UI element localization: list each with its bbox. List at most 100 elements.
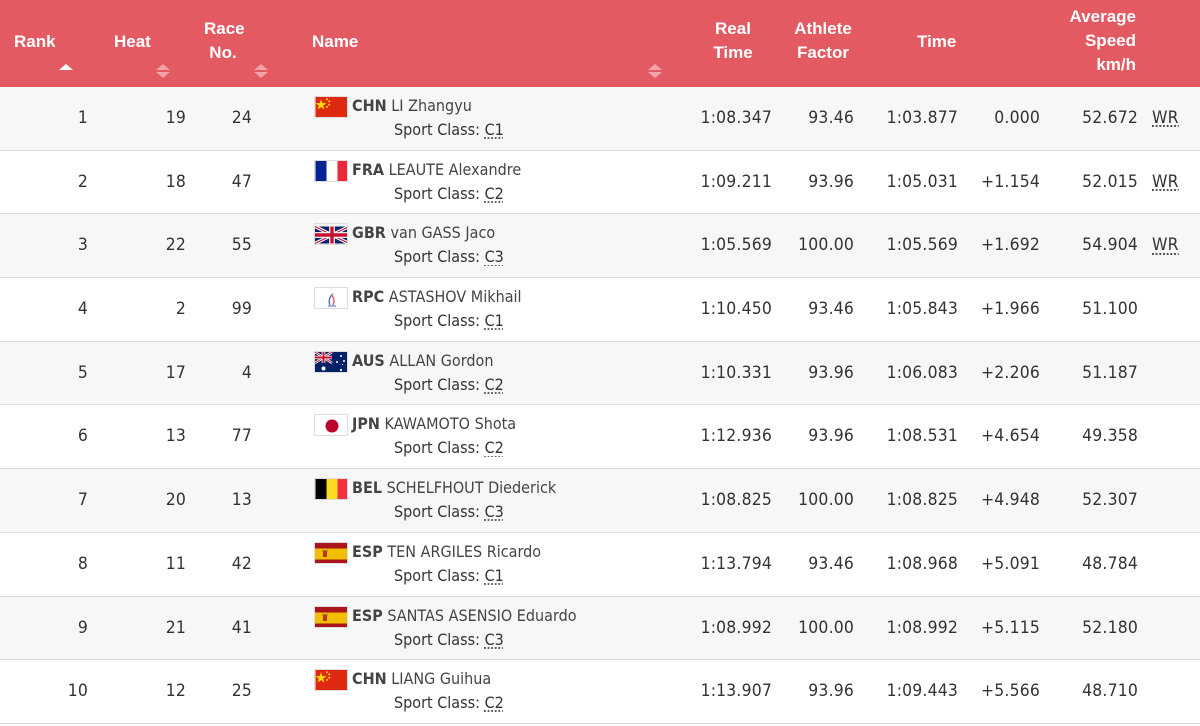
table-row[interactable]: 8 11 42 ESP TEN ARGILES Ricardo Sport Class:…	[0, 532, 1200, 597]
time-cell: 1:06.083	[886, 362, 958, 383]
athlete-factor-cell: 100.00	[798, 235, 854, 256]
heat-cell: 20	[165, 490, 186, 511]
sport-class-label: Sport Class:	[394, 502, 480, 522]
table-row[interactable]: 10 12 25 CHN LIANG Guihua Sport Class: C2 1:1…	[0, 660, 1200, 724]
heat-cell: 13	[165, 426, 186, 447]
table-row[interactable]: 3 22 55 GBR van GASS Jaco Sport Class: C3 1:0…	[0, 214, 1200, 279]
sport-class-value[interactable]: C3	[484, 502, 504, 522]
sport-class-value[interactable]: C1	[484, 120, 504, 139]
table-row[interactable]: 7 20 13 BEL SCHELFHOUT Diederick Sport Class…	[0, 469, 1200, 533]
real-time-cell: 1:08.992	[700, 617, 772, 638]
athlete-factor-cell: 100.00	[798, 617, 854, 638]
real-time-cell: 1:05.569	[700, 235, 772, 256]
col-time-header: Time	[917, 32, 957, 51]
col-heat-header[interactable]: Heat	[114, 32, 151, 51]
athlete-name[interactable]: LEAUTE Alexandre	[388, 159, 522, 179]
time-cell: 1:08.992	[886, 617, 958, 638]
heat-cell: 18	[165, 171, 186, 192]
sport-class-value[interactable]: C1	[484, 565, 504, 585]
sport-class-value[interactable]: C2	[484, 374, 504, 394]
noc-code: ESP	[352, 541, 383, 561]
real-time-cell: 1:13.794	[700, 553, 772, 574]
sport-class-value[interactable]: C3	[484, 629, 504, 649]
athlete-name[interactable]: KAWAMOTO Shota	[384, 414, 517, 434]
rank-cell: 8	[77, 553, 88, 574]
sort-race-no-icon[interactable]	[254, 64, 268, 78]
sport-class-value[interactable]: C2	[484, 693, 504, 713]
athlete-factor-cell: 93.46	[808, 553, 854, 574]
race-no-cell: 13	[231, 490, 252, 511]
athlete-name-cell: BEL SCHELFHOUT Diederick Sport Class: C3	[314, 477, 674, 527]
col-name-header[interactable]: Name	[312, 32, 359, 51]
athlete-name[interactable]: LIANG Guihua	[391, 669, 492, 689]
race-no-cell: 77	[231, 426, 252, 447]
sport-class-label: Sport Class:	[394, 565, 480, 585]
avg-speed-cell: 48.784	[1082, 553, 1138, 574]
heat-cell: 22	[165, 235, 186, 256]
time-cell: 1:05.569	[886, 235, 958, 256]
heat-cell: 17	[165, 362, 186, 383]
sport-class-value[interactable]: C1	[484, 311, 504, 331]
record-badge[interactable]: WR	[1152, 235, 1179, 256]
sport-class-label: Sport Class:	[394, 629, 480, 649]
record-badge[interactable]: WR	[1152, 108, 1179, 128]
time-behind-cell: 0.000	[994, 108, 1040, 128]
heat-cell: 12	[165, 681, 186, 702]
real-time-cell: 1:09.211	[700, 171, 772, 192]
sort-heat-icon[interactable]	[156, 64, 170, 78]
table-row[interactable]: 2 18 47 FRA LEAUTE Alexandre Sport Class: C2…	[0, 150, 1200, 215]
athlete-name[interactable]: ASTASHOV Mikhail	[388, 287, 522, 307]
col-race-no-header[interactable]: Race No.	[204, 19, 245, 62]
athlete-name-cell: FRA LEAUTE Alexandre Sport Class: C2	[314, 159, 674, 209]
race-no-cell: 99	[231, 299, 252, 320]
sport-class-value[interactable]: C3	[484, 247, 504, 267]
record-badge[interactable]: WR	[1152, 171, 1179, 192]
table-header: Rank Heat Race No. Name Real Time Athlete F…	[0, 0, 1200, 87]
athlete-name[interactable]: ALLAN Gordon	[389, 350, 494, 370]
table-row[interactable]: 5 17 4 AUS ALLAN Gordon Sport Class: C2 1:10.…	[0, 341, 1200, 406]
athlete-factor-cell: 93.96	[808, 362, 854, 383]
sport-class-value[interactable]: C2	[484, 438, 504, 458]
table-row[interactable]: 1 19 24 CHN LI Zhangyu Sport Class: C1 1:08.3…	[0, 87, 1200, 151]
sort-rank-icon[interactable]	[59, 64, 73, 78]
time-cell: 1:03.877	[886, 108, 958, 128]
athlete-name-cell: JPN KAWAMOTO Shota Sport Class: C2	[314, 413, 674, 463]
table-row[interactable]: 9 21 41 ESP SANTAS ASENSIO Eduardo Sport Cla…	[0, 596, 1200, 661]
time-cell: 1:08.531	[886, 426, 958, 447]
sport-class-label: Sport Class:	[394, 693, 480, 713]
sport-class-label: Sport Class:	[394, 311, 480, 331]
race-no-cell: 42	[231, 553, 252, 574]
athlete-name[interactable]: TEN ARGILES Ricardo	[387, 541, 542, 561]
sort-name-icon[interactable]	[648, 64, 662, 78]
noc-code: RPC	[352, 287, 385, 307]
table-row[interactable]: 6 13 77 JPN KAWAMOTO Shota Sport Class: C2 1:…	[0, 405, 1200, 470]
sport-class-label: Sport Class:	[394, 438, 480, 458]
athlete-name[interactable]: SANTAS ASENSIO Eduardo	[387, 605, 577, 625]
athlete-name[interactable]: LI Zhangyu	[391, 96, 472, 115]
real-time-cell: 1:10.331	[700, 362, 772, 383]
race-no-cell: 4	[241, 362, 252, 383]
athlete-factor-cell: 93.46	[808, 299, 854, 320]
athlete-name[interactable]: van GASS Jaco	[390, 223, 496, 243]
noc-code: BEL	[352, 478, 382, 498]
time-behind-cell: +4.654	[981, 426, 1040, 447]
athlete-name-cell: GBR van GASS Jaco Sport Class: C3	[314, 222, 674, 272]
noc-code: AUS	[352, 350, 385, 370]
col-rank-header[interactable]: Rank	[14, 32, 56, 51]
sport-class-value[interactable]: C2	[484, 183, 504, 203]
race-no-cell: 24	[231, 108, 252, 128]
athlete-name-cell: AUS ALLAN Gordon Sport Class: C2	[314, 350, 674, 400]
real-time-cell: 1:10.450	[700, 299, 772, 320]
rank-cell: 5	[77, 362, 88, 383]
athlete-name[interactable]: SCHELFHOUT Diederick	[386, 478, 557, 498]
athlete-factor-cell: 93.96	[808, 426, 854, 447]
table-row[interactable]: 4 2 99 RPC ASTASHOV Mikhail Sport Class: C1 1…	[0, 278, 1200, 342]
chn-flag-icon	[314, 96, 348, 118]
time-behind-cell: +2.206	[981, 362, 1040, 383]
noc-code: ESP	[352, 605, 383, 625]
athlete-name-cell: ESP TEN ARGILES Ricardo Sport Class: C1	[314, 541, 674, 591]
rank-cell: 4	[77, 299, 88, 320]
time-cell: 1:05.843	[886, 299, 958, 320]
rank-cell: 1	[77, 108, 88, 128]
